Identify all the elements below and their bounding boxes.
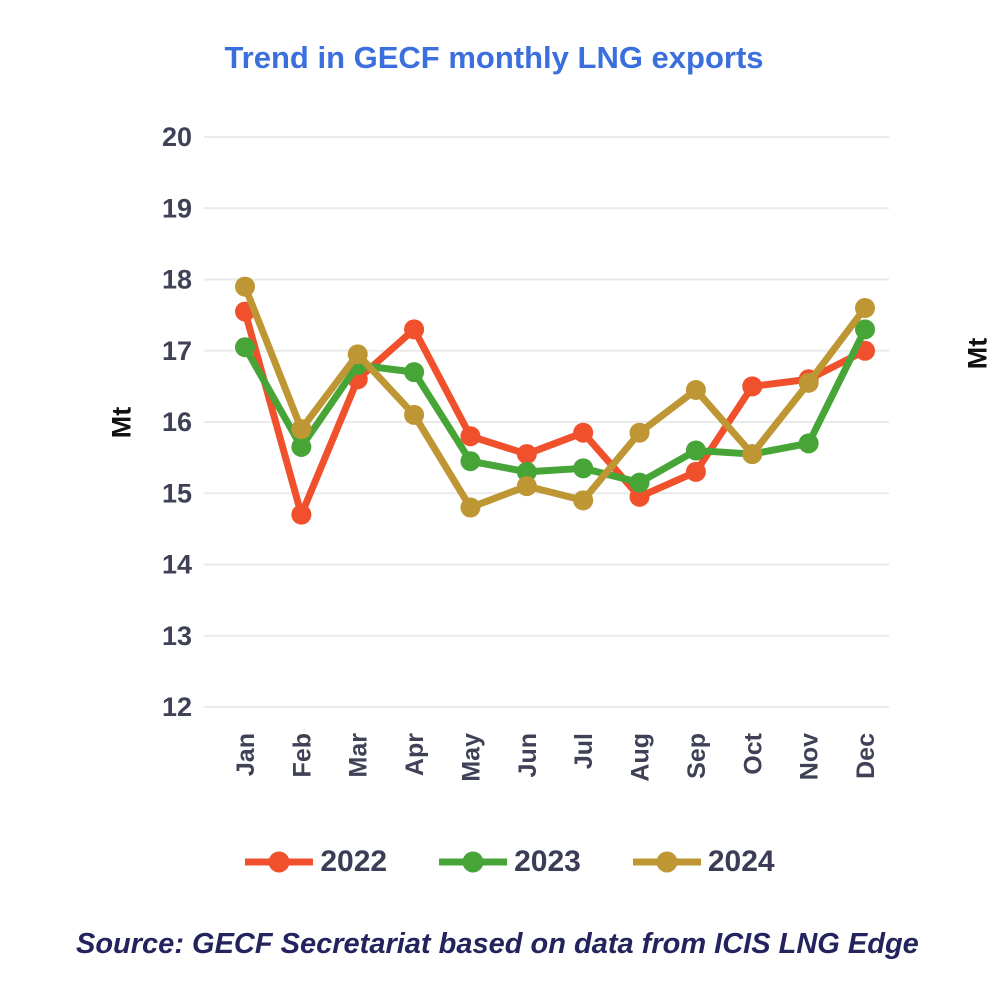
- legend-label: 2022: [320, 845, 388, 878]
- y-tick-label: 18: [162, 265, 192, 295]
- source-attribution: Source: GECF Secretariat based on data f…: [76, 928, 919, 960]
- data-point-2023-Feb: [291, 436, 312, 457]
- x-tick-labels: Jan Feb Mar Apr May Jun Jul Aug Sep Oct Nov Dec: [232, 732, 880, 781]
- legend-dot: [656, 851, 678, 873]
- data-point-2024-Sep: [685, 379, 706, 400]
- x-tick-label: Apr: [401, 733, 429, 776]
- data-point-2023-Nov: [798, 433, 819, 454]
- data-point-2024-Jun: [516, 476, 537, 497]
- data-point-2022-Aug: [629, 486, 650, 507]
- chart-title: Trend in GECF monthly LNG exports: [224, 40, 764, 75]
- y-tick-label: 16: [162, 407, 192, 437]
- legend-item-2024: 2024: [632, 845, 775, 879]
- line-chart-canvas: 20 19 18 17 16 15 14 13 12 Jan Feb Mar Apr May Jun Jul A…: [162, 122, 889, 782]
- data-point-2022-Apr: [404, 319, 425, 340]
- legend-marker-icon: [632, 851, 701, 873]
- data-point-2023-Aug: [629, 472, 650, 493]
- x-tick-label: Nov: [796, 733, 824, 780]
- data-point-2024-Dec: [855, 298, 875, 318]
- data-point-2024-Jul: [573, 490, 594, 511]
- data-point-2023-May: [460, 451, 481, 472]
- y-axis-label: Mt: [106, 406, 137, 439]
- data-point-2023-Apr: [404, 362, 425, 383]
- data-point-2022-Sep: [685, 461, 706, 482]
- data-point-2023-Jun: [516, 461, 537, 482]
- x-tick-label: Oct: [739, 732, 767, 774]
- data-point-2022-Jul: [573, 422, 594, 443]
- x-tick-label: Mar: [345, 733, 373, 778]
- data-point-2022-Oct: [742, 376, 763, 397]
- y-tick-label: 15: [162, 478, 192, 508]
- data-point-2023-Dec: [855, 319, 875, 340]
- data-point-2022-May: [460, 426, 481, 447]
- x-tick-label: Aug: [627, 733, 655, 782]
- data-point-2024-Aug: [629, 422, 650, 443]
- series-2023: [235, 319, 875, 493]
- legend-marker-icon: [245, 851, 314, 873]
- legend-label: 2023: [514, 845, 581, 878]
- data-point-2022-Feb: [291, 504, 312, 525]
- cutoff-second-chart-y-axis-label: Mt: [962, 337, 993, 370]
- legend-dot: [462, 851, 484, 873]
- y-tick-label: 17: [162, 336, 192, 366]
- legend-item-2023: 2023: [439, 845, 581, 879]
- data-point-2024-Nov: [798, 372, 819, 393]
- y-tick-label: 14: [162, 550, 192, 580]
- data-point-2022-Jun: [516, 444, 537, 465]
- x-tick-label: Jun: [514, 733, 542, 777]
- y-tick-label: 12: [162, 692, 192, 722]
- x-tick-label: Jul: [570, 733, 598, 769]
- x-tick-label: Sep: [683, 733, 711, 779]
- data-point-2024-Jan: [235, 276, 255, 297]
- y-tick-label: 20: [162, 122, 192, 152]
- data-point-2024-Feb: [291, 419, 312, 440]
- data-point-2024-May: [460, 497, 481, 518]
- y-tick-labels: 20 19 18 17 16 15 14 13 12: [162, 122, 192, 722]
- series-line-2022: [241, 308, 869, 519]
- y-tick-label: 19: [162, 193, 192, 223]
- legend-label: 2024: [707, 845, 775, 878]
- data-point-2024-Mar: [347, 344, 368, 365]
- chart-legend: 2022 2023 2024: [10, 845, 1000, 879]
- x-tick-label: Feb: [288, 733, 316, 777]
- legend-item-2022: 2022: [245, 845, 387, 879]
- x-tick-label: Dec: [852, 733, 880, 779]
- series-line-2023: [241, 325, 869, 487]
- data-point-2023-Jul: [573, 458, 594, 479]
- y-tick-label: 13: [162, 621, 192, 651]
- data-point-2023-Jan: [235, 337, 255, 358]
- data-point-2024-Oct: [742, 444, 763, 465]
- data-point-2024-Apr: [404, 404, 425, 425]
- series-2024: [235, 276, 875, 518]
- legend-marker-icon: [439, 851, 508, 873]
- x-tick-label: May: [457, 733, 485, 782]
- x-tick-label: Jan: [232, 733, 260, 776]
- series-line-2024: [241, 283, 869, 511]
- legend-dot: [268, 851, 290, 873]
- data-point-2023-Sep: [685, 440, 706, 461]
